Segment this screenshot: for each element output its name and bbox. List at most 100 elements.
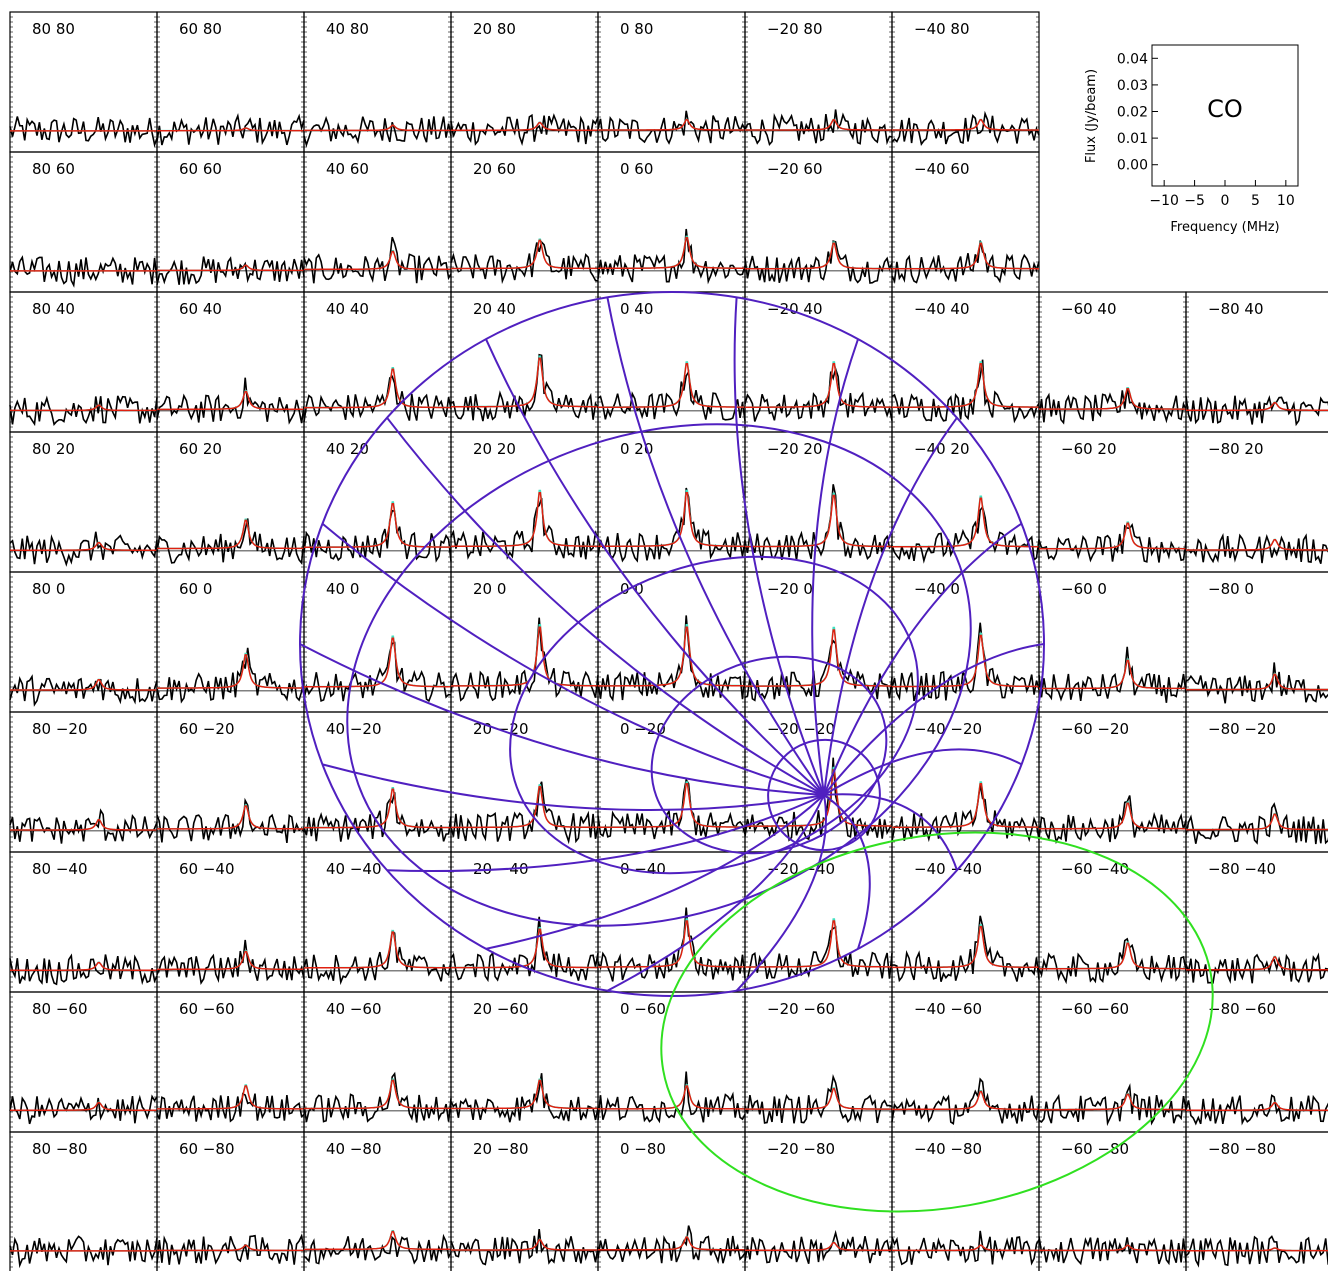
- observed-spectrum: [891, 784, 1040, 843]
- model-spectrum: [1039, 658, 1186, 690]
- panel-offset-label: −60 40: [1061, 300, 1117, 318]
- panel-offset-label: 80 −60: [32, 1000, 88, 1018]
- observed-spectrum: [450, 1229, 599, 1266]
- panel-offset-label: 40 80: [326, 20, 369, 38]
- fit-spectrum: [304, 1079, 451, 1110]
- spectrum-panel: −40 60: [891, 151, 1040, 293]
- spectrum-panel: 0 −80: [597, 1131, 746, 1271]
- fit-spectrum: [10, 404, 157, 412]
- panel-offset-label: 20 20: [473, 440, 516, 458]
- spectrum-panel: 80 −20: [9, 711, 158, 853]
- observed-spectrum: [9, 808, 158, 844]
- model-spectrum: [451, 238, 598, 270]
- fit-spectrum: [598, 626, 745, 687]
- spectrum-panel: 40 80: [303, 11, 452, 153]
- spectrum-panel: 20 40: [450, 291, 599, 433]
- spectrum-panel: 20 80: [450, 11, 599, 153]
- panel-offset-label: −60 −20: [1061, 720, 1129, 738]
- fit-spectrum: [745, 363, 892, 408]
- spectrum-panel: −40 −60: [891, 991, 1040, 1133]
- spectrum-panel: 60 −60: [156, 991, 305, 1133]
- fit-spectrum: [304, 368, 451, 409]
- fit-spectrum: [1039, 802, 1186, 830]
- spectrum-panel: −40 40: [891, 291, 1040, 433]
- observed-spectrum: [156, 112, 305, 146]
- spectrum-panel: 60 −40: [156, 851, 305, 993]
- observed-spectrum: [450, 113, 599, 146]
- panel-offset-label: 40 40: [326, 300, 369, 318]
- fit-spectrum: [597, 491, 745, 548]
- panel-offset-label: −20 40: [767, 300, 823, 318]
- observed-spectrum: [1185, 395, 1328, 427]
- observed-spectrum: [156, 939, 305, 985]
- observed-spectrum: [597, 1071, 746, 1124]
- observed-spectrum: [597, 369, 746, 422]
- observed-spectrum: [1185, 952, 1328, 984]
- observed-spectrum: [597, 487, 746, 563]
- fit-spectrum: [451, 785, 598, 829]
- observed-spectrum: [9, 116, 158, 148]
- fit-spectrum: [892, 1090, 1039, 1111]
- spectrum-panel: −80 0: [1185, 571, 1328, 713]
- observed-spectrum: [891, 1230, 1040, 1266]
- spectrum-panel: −20 40: [744, 291, 893, 433]
- observed-spectrum: [156, 1092, 305, 1123]
- observed-spectrum: [156, 256, 305, 285]
- observed-spectrum: [450, 1073, 599, 1123]
- spectrum-panel: −80 20: [1185, 431, 1328, 573]
- observed-spectrum: [1185, 802, 1328, 845]
- panel-offset-label: −60 20: [1061, 440, 1117, 458]
- observed-spectrum: [891, 1077, 1040, 1125]
- observed-spectrum: [1038, 522, 1187, 563]
- panel-offset-label: −80 −60: [1208, 1000, 1276, 1018]
- observed-spectrum: [450, 497, 599, 560]
- spectrum-panel: 0 0: [597, 571, 746, 713]
- fit-spectrum: [1186, 813, 1328, 831]
- panel-offset-label: 80 −40: [32, 860, 88, 878]
- panel-offset-label: 20 80: [473, 20, 516, 38]
- panel-offset-label: −80 40: [1208, 300, 1264, 318]
- observed-spectrum: [303, 641, 452, 703]
- model-spectrum: [451, 927, 598, 969]
- fit-spectrum: [10, 541, 157, 551]
- observed-spectrum: [9, 255, 158, 288]
- panel-offset-label: −60 −40: [1061, 860, 1129, 878]
- panel-offset-label: −40 −60: [914, 1000, 982, 1018]
- spectrum-panel: −40 −40: [891, 851, 1040, 993]
- observed-spectrum: [1185, 1094, 1328, 1126]
- spectrum-panel: −20 60: [744, 151, 893, 293]
- model-spectrum: [598, 1235, 745, 1251]
- observed-spectrum: [450, 916, 599, 983]
- fit-spectrum: [157, 1244, 304, 1252]
- model-spectrum: [304, 1078, 451, 1110]
- observed-spectrum: [597, 1225, 746, 1264]
- spectrum-panel: 60 40: [156, 291, 305, 433]
- fit-spectrum: [892, 363, 1039, 408]
- observed-spectrum: [744, 366, 893, 422]
- spectrum-panel: −20 −60: [744, 991, 893, 1133]
- panel-offset-label: −40 80: [914, 20, 970, 38]
- fit-spectrum: [892, 497, 1039, 548]
- panel-offset-label: 20 −60: [473, 1000, 529, 1018]
- observed-spectrum: [303, 929, 452, 986]
- observed-spectrum: [303, 792, 452, 842]
- spectrum-panel: −80 −40: [1185, 851, 1328, 993]
- observed-spectrum: [744, 757, 893, 842]
- panel-offset-label: 80 20: [32, 440, 75, 458]
- model-spectrum: [892, 495, 1039, 548]
- spectrum-panel: 80 20: [9, 431, 158, 573]
- spectrum-panel: 20 60: [450, 151, 599, 293]
- spectrum-panel: −80 −60: [1185, 991, 1328, 1133]
- model-spectrum: [451, 355, 598, 408]
- fit-spectrum: [598, 363, 745, 408]
- fit-spectrum: [1039, 387, 1186, 410]
- fit-spectrum: [598, 1085, 745, 1110]
- fit-spectrum: [1186, 539, 1328, 551]
- observed-spectrum: [303, 236, 452, 284]
- panel-offset-label: 60 0: [179, 580, 212, 598]
- fit-spectrum: [10, 679, 157, 691]
- fit-spectrum: [745, 1241, 892, 1251]
- panel-offset-label: −20 60: [767, 160, 823, 178]
- observed-spectrum: [597, 110, 746, 145]
- spectrum-panel: 40 −60: [303, 991, 452, 1133]
